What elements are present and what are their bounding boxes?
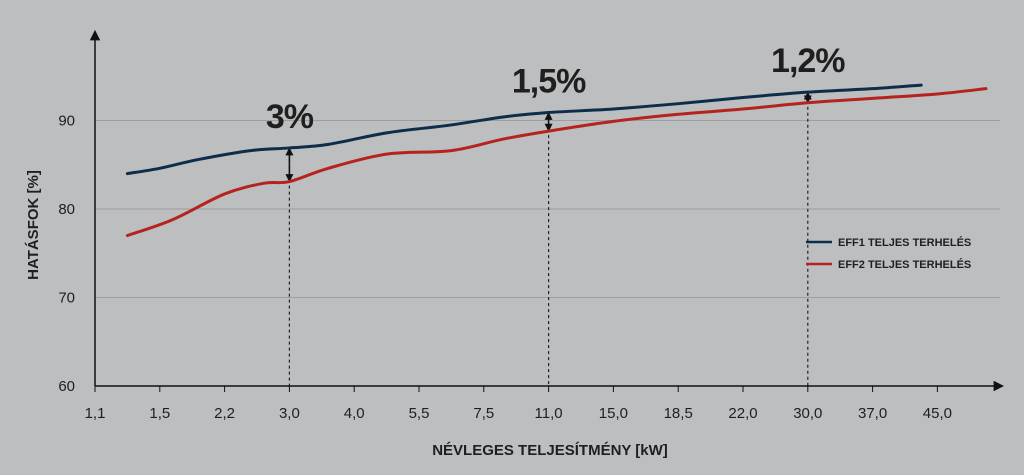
- x-tick-label: 15,0: [599, 405, 628, 422]
- y-tick-label: 80: [58, 201, 75, 218]
- gridlines: [95, 120, 1000, 298]
- y-axis-title: HATÁSFOK [%]: [25, 170, 42, 280]
- y-tick-label: 90: [58, 113, 75, 130]
- x-tick-label: 22,0: [728, 405, 757, 422]
- x-tick-label: 5,5: [409, 405, 430, 422]
- x-tick-label: 2,2: [214, 405, 235, 422]
- annotation-lines: [285, 91, 812, 386]
- series-eff2-line: [125, 87, 988, 238]
- annotation-label: 1,2%: [771, 42, 845, 80]
- y-tick-labels: 60 70 80 90: [58, 113, 75, 396]
- annotation-label: 1,5%: [512, 63, 586, 101]
- x-tick-label: 30,0: [793, 405, 822, 422]
- series-eff1-line: [125, 83, 923, 176]
- x-tick-label: 11,0: [535, 405, 563, 422]
- x-tick-label: 7,5: [473, 405, 494, 422]
- x-axis-title: NÉVLEGES TELJESÍTMÉNY [kW]: [432, 442, 668, 459]
- x-tick-label: 3,0: [279, 405, 300, 422]
- x-tick-label: 37,0: [858, 405, 887, 422]
- y-tick-label: 60: [58, 378, 75, 395]
- x-tick-label: 4,0: [344, 405, 365, 422]
- x-tick-label: 18,5: [664, 405, 693, 422]
- annotation-label: 3%: [266, 98, 314, 136]
- series-layer: [125, 83, 988, 238]
- legend: EFF1 TELJES TERHELÉS EFF2 TELJES TERHELÉS: [806, 236, 971, 271]
- y-tick-label: 70: [58, 290, 75, 307]
- x-tick-labels: 1,1 1,5 2,2 3,0 4,0 5,5 7,5 11,0 15,0 18,5 22,0 30,…: [85, 386, 952, 422]
- legend-label: EFF1 TELJES TERHELÉS: [838, 236, 971, 249]
- annotation-labels: 3% 1,5% 1,2%: [266, 42, 846, 136]
- legend-label: EFF2 TELJES TERHELÉS: [838, 258, 971, 271]
- x-tick-label: 45,0: [923, 405, 952, 422]
- x-tick-label: 1,1: [85, 405, 106, 422]
- x-tick-label: 1,5: [149, 405, 170, 422]
